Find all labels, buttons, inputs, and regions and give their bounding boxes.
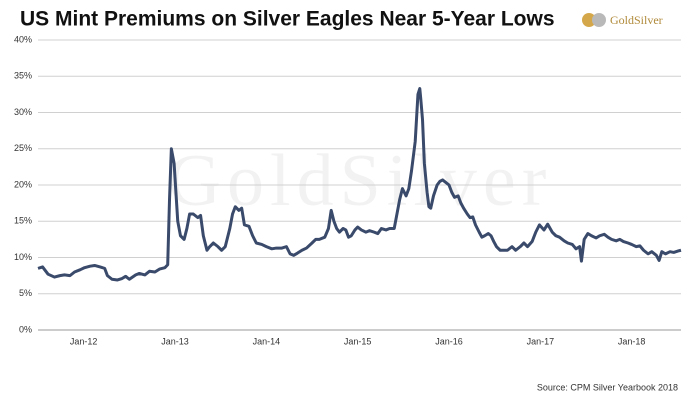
y-tick-label: 0% [19, 324, 32, 334]
x-tick-label: Jan-18 [618, 336, 646, 346]
x-tick-label: Jan-12 [70, 336, 98, 346]
y-tick-label: 30% [14, 107, 32, 117]
x-tick-label: Jan-13 [161, 336, 189, 346]
data-line [37, 87, 682, 282]
x-tick-label: Jan-15 [344, 336, 372, 346]
y-tick-label: 25% [14, 143, 32, 153]
y-tick-label: 10% [14, 252, 32, 262]
x-tick-label: Jan-16 [435, 336, 463, 346]
logo-coin [592, 13, 606, 27]
y-tick-label: 35% [14, 71, 32, 81]
source-note: Source: CPM Silver Yearbook 2018 [537, 382, 678, 392]
y-tick-label: 40% [14, 34, 32, 44]
y-tick-label: 15% [14, 216, 32, 226]
chart-title: US Mint Premiums on Silver Eagles Near 5… [20, 8, 555, 31]
logo-coin [582, 13, 596, 27]
x-tick-label: Jan-17 [527, 336, 555, 346]
x-tick-label: Jan-14 [253, 336, 281, 346]
watermark: GoldSilver [168, 140, 553, 222]
logo-text: GoldSilver [610, 13, 663, 27]
y-tick-label: 20% [14, 179, 32, 189]
y-tick-label: 5% [19, 288, 32, 298]
